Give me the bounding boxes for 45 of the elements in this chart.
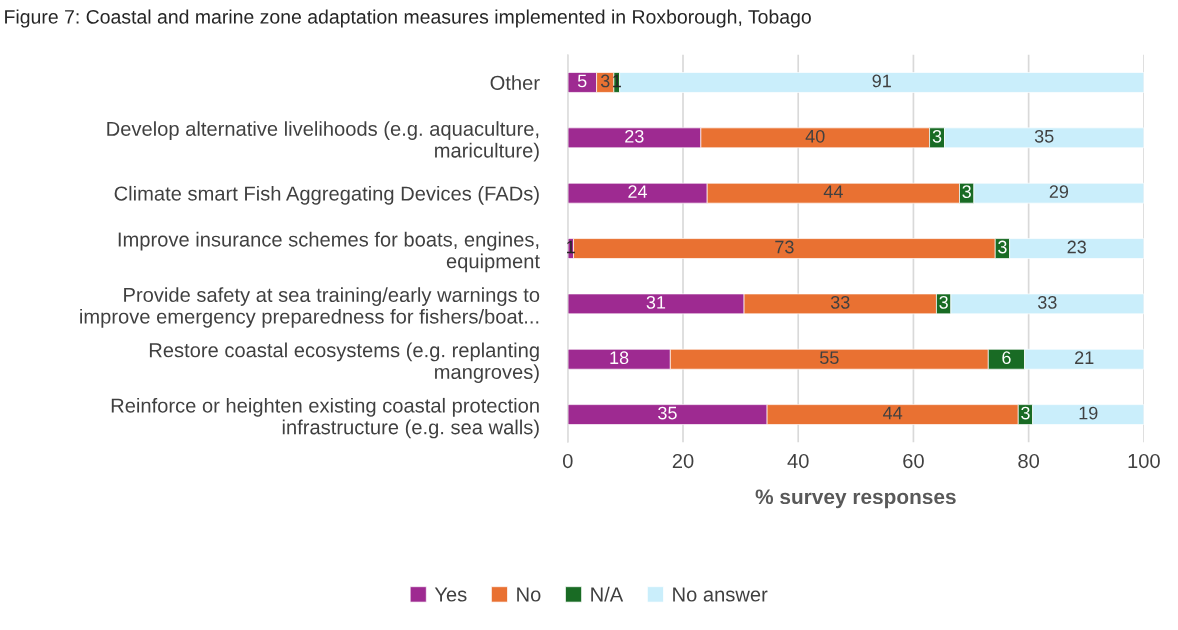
data-label: 3 bbox=[998, 240, 1007, 254]
data-label: 3 bbox=[932, 129, 942, 143]
data-label: 21 bbox=[1075, 351, 1094, 364]
data-label: 44 bbox=[883, 406, 903, 420]
legend-label: No bbox=[517, 587, 541, 602]
data-label: 91 bbox=[872, 74, 891, 88]
y-tick-label: Reinforce or heighten existing coastal protection infrastructure (e.g. sea walls) bbox=[111, 397, 539, 439]
data-label: 6 bbox=[1002, 351, 1011, 365]
x-tick-label: 100 bbox=[1128, 453, 1160, 469]
y-tick-label: Improve insurance schemes for boats, engines, equipment bbox=[118, 231, 540, 273]
data-label: 23 bbox=[625, 129, 644, 143]
data-label: 33 bbox=[830, 295, 850, 309]
y-tick-label: Climate smart Fish Aggregating Devices (FADs) bbox=[114, 185, 539, 205]
data-label: 29 bbox=[1049, 185, 1069, 199]
data-label: 19 bbox=[1079, 406, 1098, 420]
data-label: 44 bbox=[823, 185, 843, 198]
data-label: 40 bbox=[805, 129, 825, 143]
data-label: 35 bbox=[1034, 129, 1054, 143]
legend-label: No answer bbox=[673, 587, 768, 602]
data-label: 5 bbox=[577, 74, 587, 88]
data-label: 33 bbox=[1038, 295, 1057, 309]
data-label: 3 bbox=[600, 74, 610, 88]
y-tick-label: Provide safety at sea training/early warnings to improve emergency preparedness for fishers/boat... bbox=[80, 287, 540, 328]
x-tick-label: 80 bbox=[1018, 453, 1040, 469]
x-tick-label: 40 bbox=[787, 453, 809, 469]
data-label: 3 bbox=[962, 185, 971, 199]
x-tick-label: 20 bbox=[672, 453, 694, 469]
x-tick-label: 0 bbox=[562, 453, 573, 469]
data-label: 31 bbox=[646, 295, 666, 309]
data-label: 3 bbox=[939, 295, 948, 309]
data-label: 55 bbox=[820, 351, 839, 365]
x-tick-label: 60 bbox=[903, 453, 924, 469]
data-label: 23 bbox=[1067, 240, 1086, 254]
y-tick-label: Restore coastal ecosystems (e.g. replanting mangroves) bbox=[149, 342, 539, 384]
x-axis-title: % survey responses bbox=[755, 489, 956, 509]
data-label: 73 bbox=[775, 240, 794, 254]
data-label: 35 bbox=[658, 406, 677, 420]
legend-label: N/A bbox=[591, 586, 624, 602]
y-tick-label: Other bbox=[490, 75, 540, 90]
legend-label: Yes bbox=[434, 587, 467, 602]
data-label: 3 bbox=[1021, 406, 1030, 420]
data-label: 24 bbox=[628, 185, 648, 198]
y-tick-label: Develop alternative livelihoods (e.g. aquaculture, mariculture) bbox=[107, 121, 539, 162]
text: Figure 7: Coastal and marine zone adaptation measures implemented in Roxborough, Tobago bbox=[5, 9, 811, 28]
data-label: 18 bbox=[610, 351, 629, 365]
